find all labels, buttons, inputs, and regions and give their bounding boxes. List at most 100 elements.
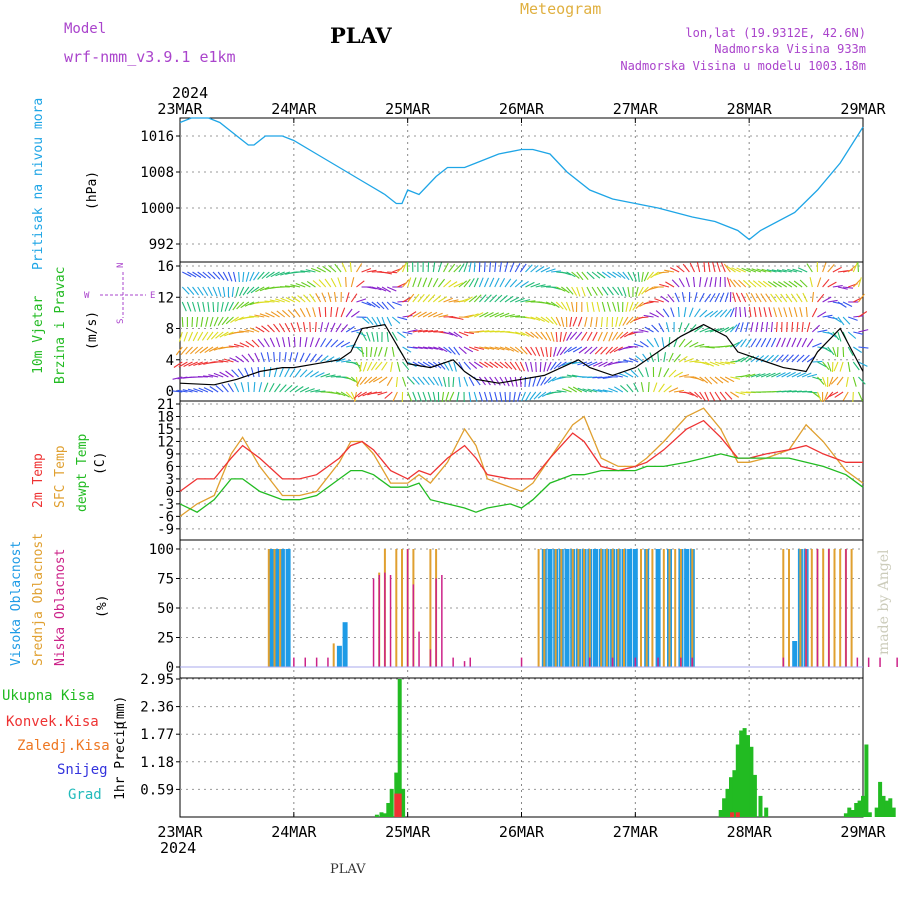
wind-arrow bbox=[213, 346, 224, 351]
wind-arrow bbox=[637, 271, 640, 282]
wind-arrow bbox=[355, 376, 359, 387]
wind-arrow bbox=[207, 301, 210, 312]
y-tick-label: 1016 bbox=[140, 129, 174, 145]
wind-arrow bbox=[433, 312, 443, 318]
wind-arrow bbox=[432, 376, 439, 386]
wind-arrow bbox=[635, 355, 644, 363]
cloud-bar-2 bbox=[657, 657, 659, 667]
wind-arrow bbox=[614, 386, 624, 393]
wind-arrow bbox=[294, 352, 299, 363]
wind-arrow bbox=[535, 284, 546, 288]
wind-arrow bbox=[692, 276, 696, 288]
wind-speed-line bbox=[179, 323, 864, 386]
wind-arrow bbox=[668, 352, 674, 363]
wind-arrow bbox=[626, 316, 634, 325]
wind-arrow bbox=[597, 389, 608, 393]
cloud-bar-2 bbox=[691, 657, 693, 667]
cloud-bar-1 bbox=[571, 549, 574, 667]
wind-arrow bbox=[758, 307, 762, 318]
wind-arrow bbox=[550, 331, 555, 342]
wind-arrow bbox=[830, 376, 839, 385]
wind-arrow bbox=[432, 262, 436, 273]
wind-arrow bbox=[499, 277, 506, 288]
wind-arrow bbox=[489, 312, 499, 318]
wind-arrow bbox=[412, 277, 417, 288]
wind-arrow bbox=[458, 331, 469, 337]
wind-arrow bbox=[386, 316, 393, 327]
wind-arrow bbox=[520, 299, 531, 303]
wind-arrow bbox=[858, 329, 869, 333]
precip-bar-0 bbox=[850, 810, 855, 817]
wind-arrow bbox=[770, 354, 779, 363]
y-tick-label: 15 bbox=[157, 422, 174, 438]
wind-arrow bbox=[553, 361, 562, 370]
wind-arrow bbox=[765, 337, 772, 348]
wind-arrow bbox=[340, 307, 346, 318]
wind-arrow bbox=[709, 293, 716, 303]
wind-arrow bbox=[274, 383, 281, 393]
wind-arrow bbox=[694, 376, 704, 382]
cloud-bar-1 bbox=[833, 549, 836, 667]
cloud-bar-2 bbox=[611, 657, 614, 667]
wind-arrow bbox=[559, 331, 562, 342]
wind-arrow bbox=[371, 270, 382, 273]
wind-arrow bbox=[257, 338, 265, 348]
wind-arrow bbox=[337, 277, 342, 288]
wind-arrow bbox=[540, 316, 550, 323]
wind-arrow bbox=[603, 361, 613, 368]
wind-arrow bbox=[519, 346, 528, 355]
wind-arrow bbox=[628, 301, 634, 312]
wind-arrow bbox=[269, 337, 275, 348]
cloud-bar-0 bbox=[632, 549, 638, 667]
wind-arrow bbox=[219, 331, 229, 338]
wind-arrow bbox=[206, 331, 214, 341]
cloud-bar-1 bbox=[395, 549, 398, 667]
wind-arrow bbox=[483, 261, 486, 273]
wind-arrow bbox=[622, 316, 629, 326]
wind-arrow bbox=[550, 301, 560, 308]
wind-arrow bbox=[391, 346, 395, 357]
wind-arrow bbox=[255, 286, 265, 293]
compass-south: S bbox=[116, 319, 126, 324]
wind-arrow bbox=[586, 286, 592, 297]
wind-arrow bbox=[249, 315, 260, 318]
wind-arrow bbox=[539, 361, 542, 373]
cloud-bar-1 bbox=[822, 549, 825, 667]
cloud-bar-1 bbox=[651, 549, 654, 667]
precip-bar-1 bbox=[394, 793, 399, 817]
wind-arrow bbox=[182, 271, 192, 277]
wind-arrow bbox=[791, 337, 797, 348]
wind-arrow bbox=[202, 271, 211, 279]
wind-arrow bbox=[510, 331, 521, 335]
wind-arrow bbox=[362, 361, 368, 372]
wind-arrow bbox=[375, 361, 383, 370]
wind-arrow bbox=[387, 271, 398, 274]
wind-arrow bbox=[770, 337, 777, 348]
wind-arrow bbox=[220, 301, 224, 312]
wind-arrow bbox=[619, 331, 629, 339]
wind-arrow bbox=[294, 368, 302, 378]
cloud-ylabel-3: Niska Oblacnost bbox=[53, 549, 68, 666]
wind-arrow bbox=[642, 353, 649, 363]
y-tick-label: 992 bbox=[149, 237, 174, 253]
wind-arrow bbox=[745, 373, 756, 378]
wind-arrow bbox=[801, 337, 808, 348]
wind-arrow bbox=[373, 346, 378, 357]
wind-arrow bbox=[301, 281, 311, 288]
wind-arrow bbox=[371, 286, 382, 291]
precip-bar-0 bbox=[884, 800, 889, 817]
wind-arrow bbox=[707, 262, 711, 273]
wind-arrow bbox=[478, 277, 484, 288]
wind-arrow bbox=[463, 346, 474, 353]
wind-arrow bbox=[515, 297, 525, 303]
wind-arrow bbox=[330, 306, 333, 318]
wind-arrow bbox=[597, 376, 608, 379]
wind-arrow bbox=[602, 331, 608, 342]
wind-arrow bbox=[827, 346, 835, 356]
wind-arrow bbox=[719, 326, 730, 333]
wind-arrow bbox=[612, 286, 620, 296]
wind-arrow bbox=[828, 391, 839, 398]
wind-arrow bbox=[273, 323, 281, 333]
bottom-tick-label: 23MAR bbox=[157, 823, 203, 841]
